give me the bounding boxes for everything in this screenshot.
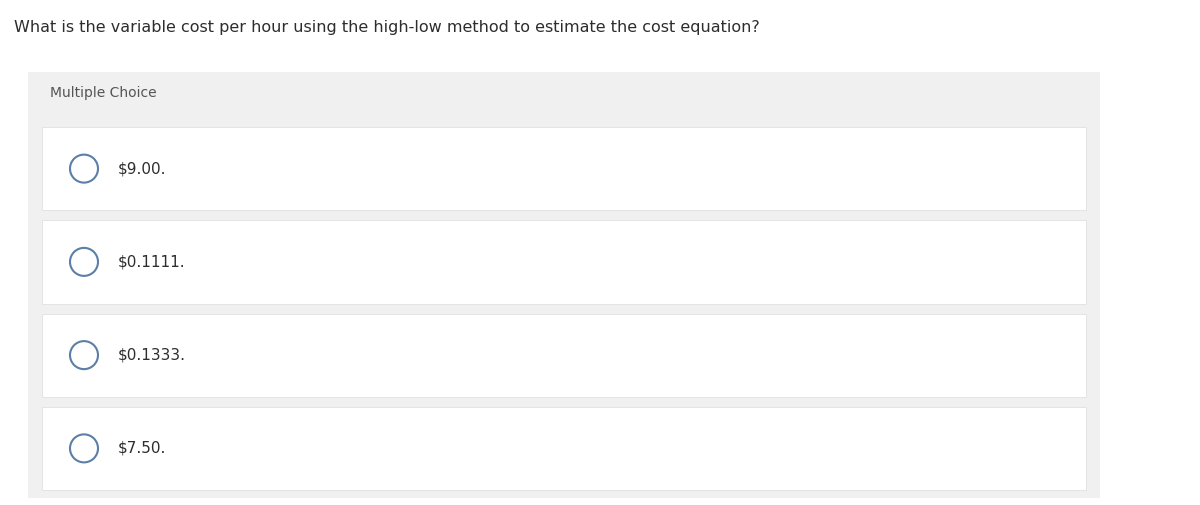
Text: $7.50.: $7.50. — [118, 441, 167, 456]
Bar — [42, 407, 1086, 490]
Text: Multiple Choice: Multiple Choice — [50, 86, 157, 100]
Bar — [42, 314, 1086, 397]
Circle shape — [70, 341, 98, 369]
Text: $9.00.: $9.00. — [118, 161, 167, 176]
Circle shape — [70, 248, 98, 276]
Bar — [28, 72, 1100, 498]
Circle shape — [70, 434, 98, 463]
Bar — [42, 127, 1086, 210]
Text: $0.1333.: $0.1333. — [118, 347, 186, 363]
Text: $0.1111.: $0.1111. — [118, 255, 186, 269]
Text: What is the variable cost per hour using the high-low method to estimate the cos: What is the variable cost per hour using… — [14, 20, 760, 35]
Circle shape — [70, 155, 98, 183]
Bar — [42, 220, 1086, 304]
